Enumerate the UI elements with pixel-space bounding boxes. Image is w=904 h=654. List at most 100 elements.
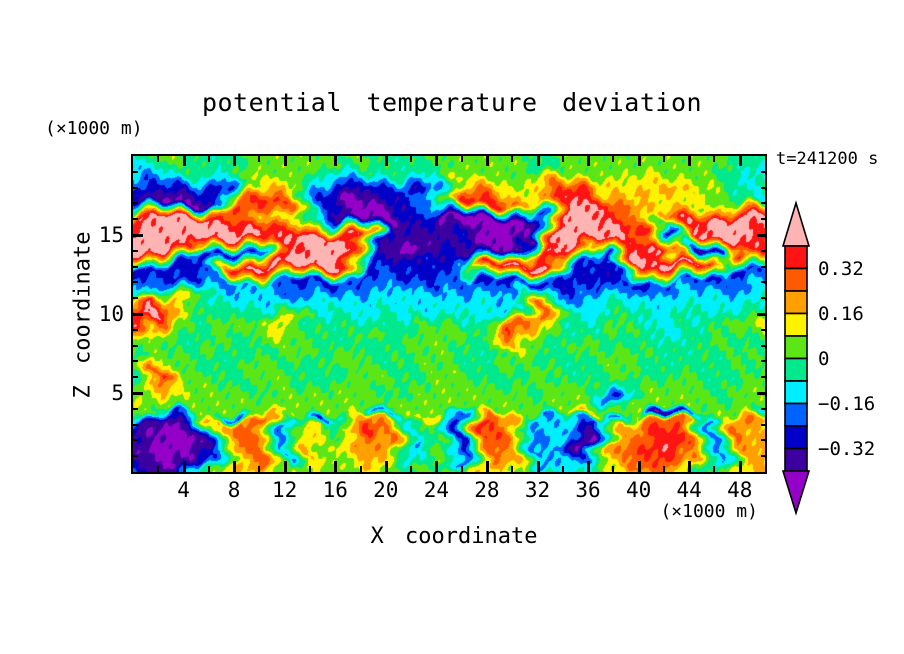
x-major-tick: [182, 461, 186, 472]
heatmap-canvas: [133, 156, 765, 472]
x-minor-tick: [460, 156, 463, 162]
x-minor-tick: [207, 466, 210, 472]
x-tick-label: 28: [474, 478, 500, 502]
z-minor-tick: [133, 360, 138, 363]
x-major-tick: [233, 461, 237, 472]
colorbar-tick-label: −0.32: [818, 437, 876, 460]
z-major-tick: [757, 313, 765, 316]
z-minor-tick: [133, 376, 138, 379]
x-major-tick: [334, 156, 338, 166]
x-major-tick: [283, 156, 287, 166]
z-minor-tick: [761, 218, 765, 221]
z-minor-tick: [133, 202, 138, 205]
z-minor-tick: [761, 376, 765, 379]
x-major-tick: [738, 156, 742, 166]
z-tick-label: 5: [111, 381, 124, 405]
x-minor-tick: [460, 466, 463, 472]
colorbar-segment: [784, 335, 808, 360]
z-minor-tick: [133, 439, 138, 442]
x-minor-tick: [207, 156, 210, 162]
x-major-tick: [182, 156, 186, 166]
x-major-tick: [536, 156, 540, 166]
x-axis-title: X coordinate: [370, 524, 538, 549]
z-minor-tick: [133, 455, 138, 458]
z-major-tick: [757, 234, 765, 237]
z-minor-tick: [761, 170, 765, 173]
x-minor-tick: [258, 156, 261, 162]
x-major-tick: [334, 461, 338, 472]
x-major-tick: [738, 461, 742, 472]
colorbar-tick-label: 0: [818, 347, 830, 370]
z-minor-tick: [133, 407, 138, 410]
x-minor-tick: [713, 156, 716, 162]
time-label: t=241200 s: [776, 149, 879, 169]
x-minor-tick: [561, 156, 564, 162]
x-minor-tick: [410, 156, 413, 162]
colorbar-segment: [784, 425, 808, 450]
z-minor-tick: [761, 297, 765, 300]
z-minor-tick: [133, 281, 138, 284]
x-major-tick: [485, 156, 489, 166]
x-tick-label: 44: [676, 478, 702, 502]
colorbar-tick-label: 0.32: [818, 257, 864, 280]
z-minor-tick: [761, 344, 765, 347]
z-major-tick: [757, 392, 765, 395]
z-major-tick: [133, 313, 143, 316]
x-minor-tick: [309, 156, 311, 162]
z-minor-tick: [761, 439, 765, 442]
x-tick-label: 8: [227, 478, 241, 502]
x-tick-label: 4: [177, 478, 190, 502]
z-minor-tick: [761, 423, 765, 426]
z-minor-tick: [761, 360, 765, 363]
x-major-tick: [536, 461, 540, 472]
z-minor-tick: [133, 423, 138, 426]
x-minor-tick: [359, 156, 362, 162]
z-minor-tick: [761, 202, 765, 205]
x-minor-tick: [713, 466, 716, 472]
x-minor-tick: [258, 466, 261, 472]
z-minor-tick: [133, 186, 138, 189]
x-axis-unit-label: (×1000 m): [660, 501, 758, 522]
x-tick-label: 40: [625, 478, 652, 502]
z-minor-tick: [133, 170, 138, 173]
x-minor-tick: [309, 466, 311, 472]
x-minor-tick: [511, 156, 514, 162]
z-minor-tick: [133, 297, 138, 300]
x-major-tick: [637, 461, 641, 472]
z-minor-tick: [761, 328, 765, 331]
x-minor-tick: [561, 466, 564, 472]
x-major-tick: [587, 156, 590, 166]
x-minor-tick: [612, 156, 615, 162]
colorbar-segment: [784, 402, 808, 427]
colorbar-tick-label: 0.16: [818, 302, 864, 325]
x-major-tick: [688, 461, 692, 472]
x-tick-label: 48: [727, 478, 753, 502]
colorbar-segment: [784, 312, 808, 337]
x-major-tick: [688, 156, 692, 166]
x-major-tick: [435, 156, 439, 166]
colorbar-arrow-low: [781, 470, 811, 516]
x-tick-label: 20: [373, 478, 399, 502]
x-minor-tick: [511, 466, 514, 472]
z-major-tick: [133, 234, 143, 237]
z-minor-tick: [761, 281, 765, 284]
x-minor-tick: [359, 466, 362, 472]
colorbar-segment: [784, 290, 808, 315]
chart-title: potential temperature deviation: [201, 88, 703, 117]
x-major-tick: [637, 156, 641, 166]
colorbar-segment: [784, 447, 808, 472]
x-minor-tick: [612, 466, 615, 472]
colorbar-tick-label: −0.16: [818, 392, 876, 415]
x-minor-tick: [662, 466, 665, 472]
colorbar-segment: [784, 267, 808, 292]
z-minor-tick: [761, 186, 765, 189]
colorbar: [781, 200, 811, 516]
colorbar-segment: [784, 245, 808, 270]
z-tick-label: 10: [98, 302, 124, 326]
x-major-tick: [233, 156, 237, 166]
x-tick-label: 12: [272, 478, 298, 502]
colorbar-arrow-high: [781, 200, 811, 247]
x-major-tick: [283, 461, 287, 472]
z-minor-tick: [133, 328, 138, 331]
